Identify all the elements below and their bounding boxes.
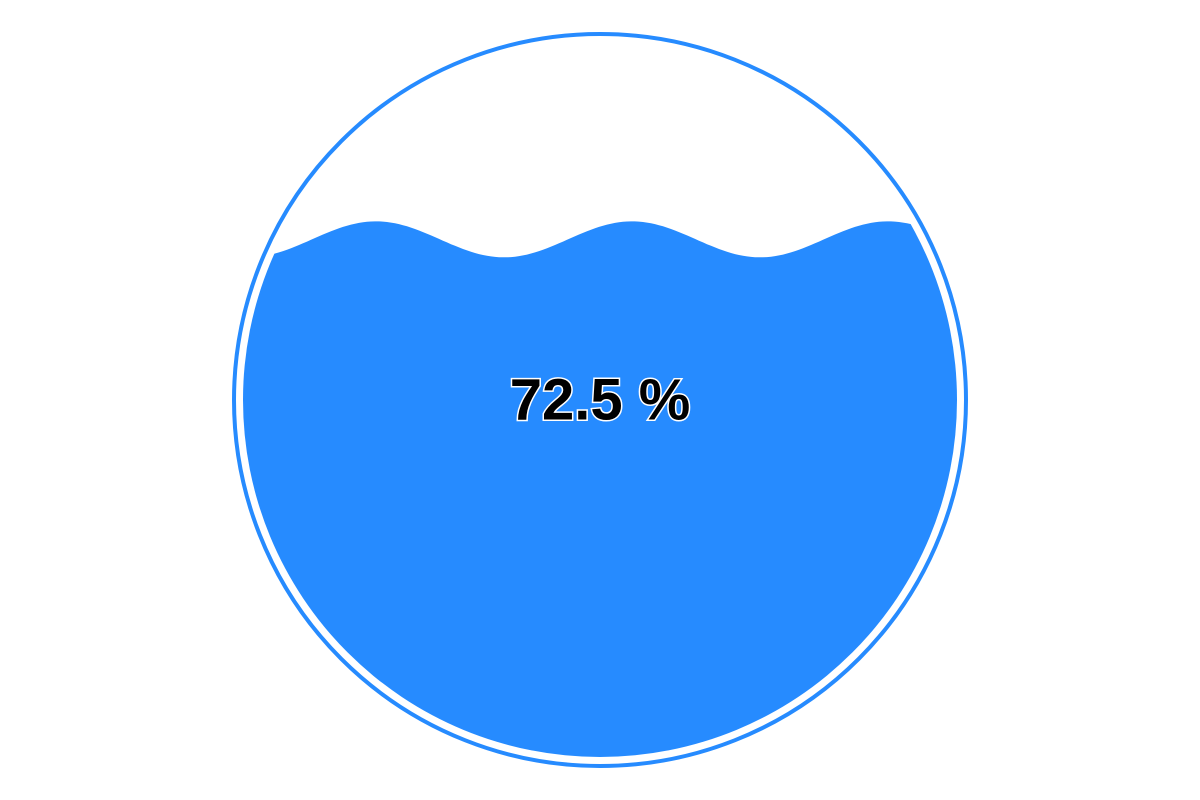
- liquid-wave: [243, 221, 957, 757]
- outline-ring: [232, 32, 968, 768]
- liquid-group: [243, 221, 957, 757]
- value-label: 72.5 %: [510, 368, 691, 433]
